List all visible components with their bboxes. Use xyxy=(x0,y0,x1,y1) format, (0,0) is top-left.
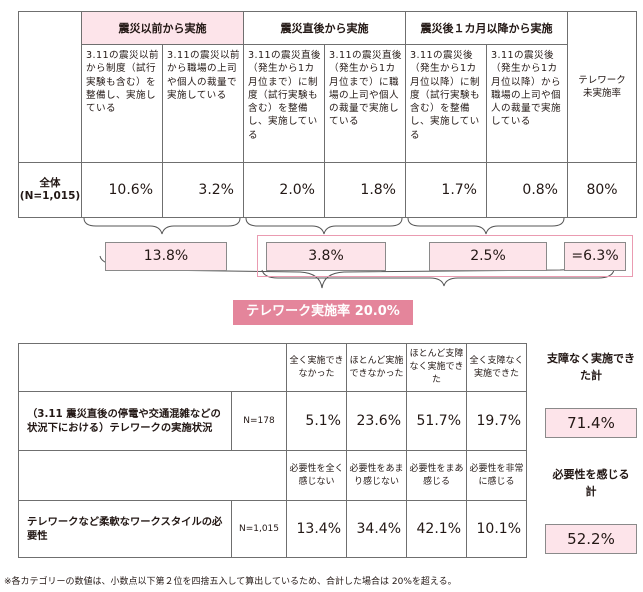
row-label-line1: 全体 xyxy=(39,177,61,189)
column-header: 3.11の震災以前から制度（試行実験も含む）を整備し、実施している xyxy=(81,44,163,163)
column-header: 3.11の震災後（発生から1カ月位以降）に制度（試行実験も含む）を整備し、実施し… xyxy=(405,44,487,163)
brace-before xyxy=(83,217,241,235)
implementation-table: 震災以前から実施 震災直後から実施 震災後１カ月以降から実施 テレワーク未実施率… xyxy=(18,11,637,218)
subtotal-before-box: 13.8% xyxy=(105,242,227,271)
value-cell: 5.1% xyxy=(286,391,347,451)
side-label-need: 必要性を感じる計 xyxy=(552,468,630,498)
footnote: ※各カテゴリーの数値は、小数点以下第２位を四捨五入して算出しているため、合計した… xyxy=(4,577,457,587)
value-cell: 1.8% xyxy=(324,162,406,218)
column-header: 3.11の震災以前から職場の上司や個人の裁量で実施している xyxy=(162,44,244,163)
status-header: 全く支障なく実施できた xyxy=(466,343,527,392)
value-cell: 23.6% xyxy=(346,391,407,451)
value-cell: 19.7% xyxy=(466,391,527,451)
brace-combined xyxy=(261,269,615,287)
group-header-before: 震災以前から実施 xyxy=(81,11,244,45)
value-cell: 3.2% xyxy=(162,162,244,218)
need-header: 必要性を非常に感じる xyxy=(466,450,527,501)
value-cell: 13.4% xyxy=(286,500,347,558)
need-header: 必要性をまあ感じる xyxy=(406,450,467,501)
value-cell: 51.7% xyxy=(406,391,467,451)
combined-frame xyxy=(257,235,633,277)
sample-size: N=178 xyxy=(231,391,287,451)
value-cell: 42.1% xyxy=(406,500,467,558)
value-cell: 34.4% xyxy=(346,500,407,558)
group-header-immediately-after: 震災直後から実施 xyxy=(243,11,406,45)
telework-rate-banner: テレワーク実施率 20.0% xyxy=(233,300,413,325)
status-header: ほとんど実施できなかった xyxy=(346,343,407,392)
not-implemented-value: 80% xyxy=(567,162,637,218)
value-cell: 2.0% xyxy=(243,162,325,218)
row-label-total: 全体 (N=1,015) xyxy=(18,162,82,218)
need-header: 必要性をあまり感じない xyxy=(346,450,407,501)
empty-header-cell xyxy=(18,450,287,501)
need-header: 必要性を全く感じない xyxy=(286,450,347,501)
value-cell: 10.1% xyxy=(466,500,527,558)
not-implemented-header-text: テレワーク未実施率 xyxy=(578,75,626,99)
side-value-need: 52.2% xyxy=(545,524,637,554)
status-header: ほとんど支障なく実施できた xyxy=(406,343,467,392)
value-cell: 1.7% xyxy=(405,162,487,218)
column-header: 3.11の震災直後（発生から1カ月位まで）に制度（試行実験も含む）を整備し、実施… xyxy=(243,44,325,163)
row-label-line2: (N=1,015) xyxy=(19,190,81,202)
group-header-month-after: 震災後１カ月以降から実施 xyxy=(405,11,568,45)
corner-cell xyxy=(18,11,82,163)
telework-status-table: 全く実施できなかった ほとんど実施できなかった ほとんど支障なく実施できた 全く… xyxy=(18,343,527,558)
status-header: 全く実施できなかった xyxy=(286,343,347,392)
sample-size: N=1,015 xyxy=(231,500,287,558)
brace-after-month xyxy=(407,217,565,235)
value-cell: 0.8% xyxy=(486,162,568,218)
brace-after-quake xyxy=(245,217,403,235)
row-label-status: （3.11 震災直後の停電や交通混雑などの状況下における）テレワークの実施状況 xyxy=(18,391,232,451)
side-value-success: 71.4% xyxy=(545,408,637,438)
column-header: 3.11の震災後（発生から1カ月位以降）から職場の上司や個人の裁量で実施している xyxy=(486,44,568,163)
not-implemented-header: テレワーク未実施率 xyxy=(567,11,637,163)
empty-header-cell xyxy=(18,343,287,392)
side-label-success: 支障なく実施できた計 xyxy=(547,352,635,382)
subtotal-combined-box: =6.3% xyxy=(564,242,626,271)
subtotal-after-month-box: 2.5% xyxy=(429,242,547,271)
value-cell: 10.6% xyxy=(81,162,163,218)
subtotal-after-quake-box: 3.8% xyxy=(266,242,386,271)
column-header: 3.11の震災直後（発生から1カ月位まで）に職場の上司や個人の裁量で実施している xyxy=(324,44,406,163)
row-label-need: テレワークなど柔軟なワークスタイルの必要性 xyxy=(18,500,232,558)
